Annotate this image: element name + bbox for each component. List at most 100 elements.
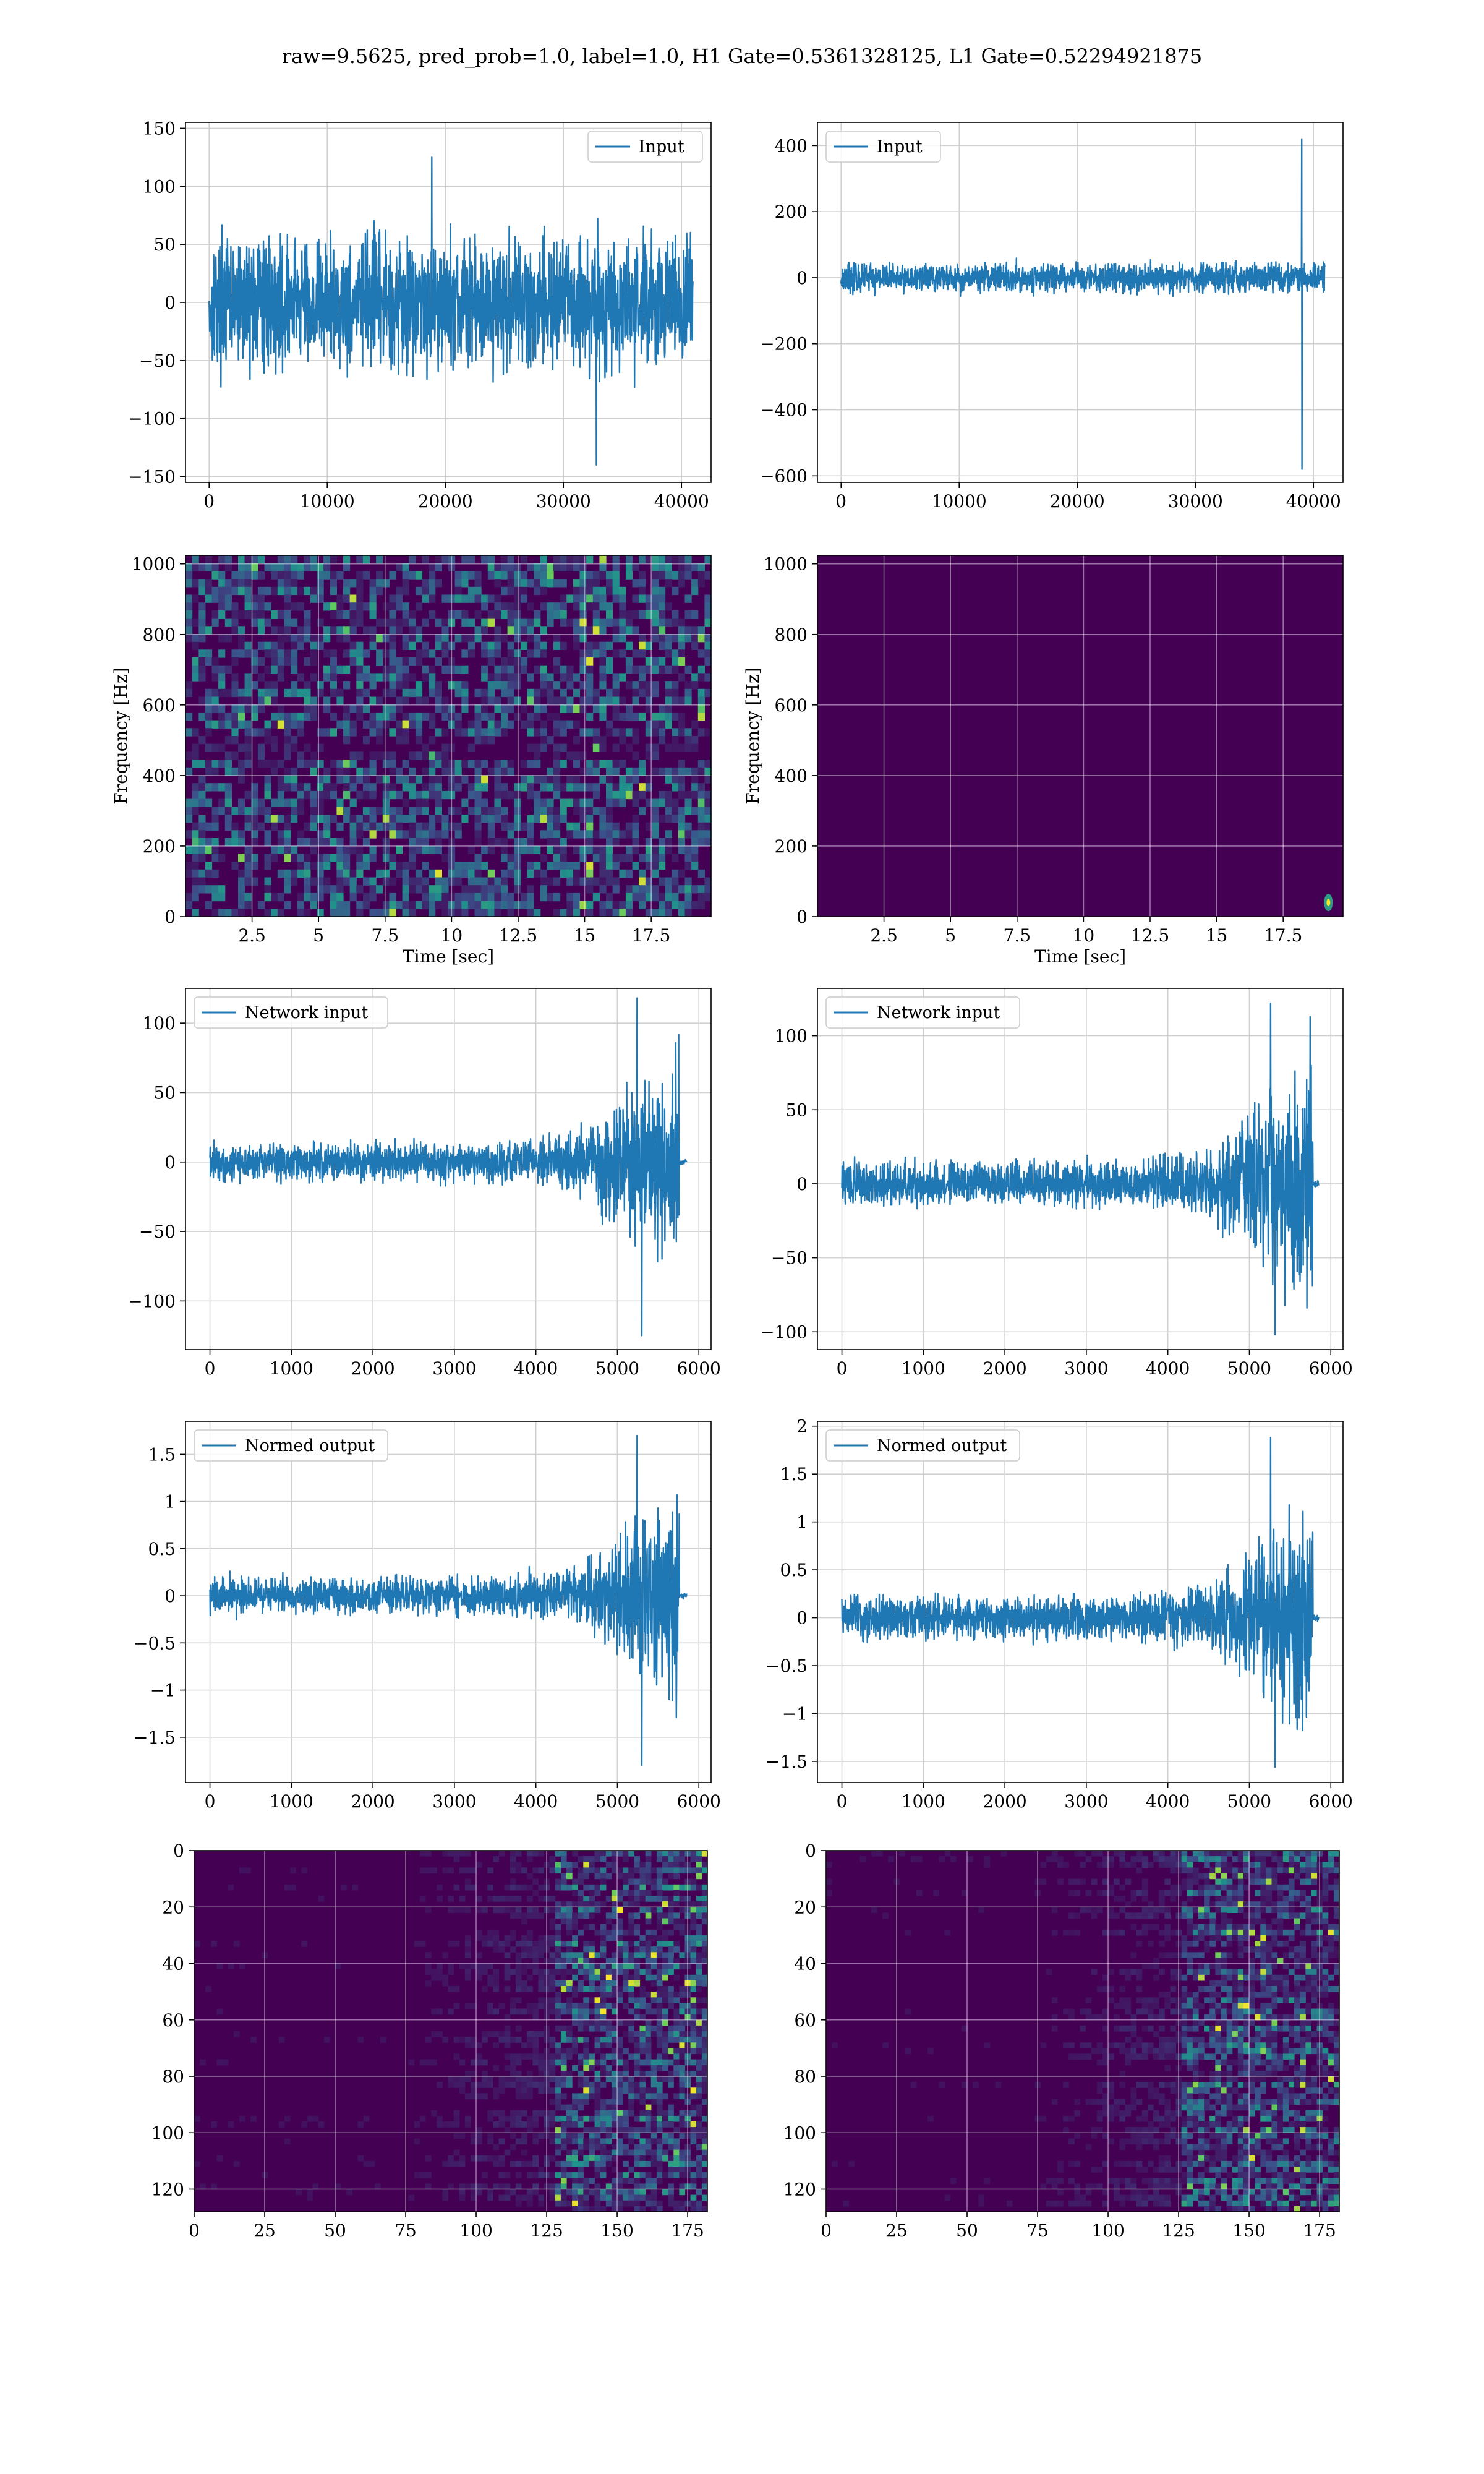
- heatmap-cell: [198, 885, 206, 894]
- heatmap-cell: [628, 2194, 634, 2201]
- heatmap-cell: [704, 649, 711, 658]
- heatmap-cell: [198, 649, 206, 658]
- heatmap-cell: [659, 641, 666, 650]
- heatmap-cell: [628, 2178, 634, 2184]
- heatmap-cell: [599, 696, 607, 705]
- x-tick-label: 0: [837, 1791, 848, 1812]
- heatmap-cell: [628, 1924, 634, 1930]
- heatmap-cell: [211, 665, 219, 674]
- heatmap-cell: [652, 563, 659, 571]
- heatmap-cell: [690, 1907, 697, 1913]
- heatmap-cell: [310, 838, 318, 847]
- heatmap-cell: [672, 657, 679, 666]
- heatmap-cell: [645, 845, 652, 854]
- heatmap-cell: [515, 2093, 522, 2100]
- heatmap-cell: [481, 885, 488, 894]
- x-tick-label: 2.5: [238, 925, 266, 946]
- heatmap-cell: [599, 594, 607, 603]
- heatmap-cell: [701, 2031, 707, 2037]
- heatmap-cell: [578, 2014, 584, 2021]
- heatmap-cell: [1204, 1907, 1210, 1913]
- heatmap-cell: [612, 704, 620, 713]
- heatmap-cell: [297, 688, 304, 698]
- heatmap-cell: [1249, 1958, 1255, 1964]
- heatmap-cell: [572, 1912, 578, 1919]
- heatmap-cell: [672, 610, 679, 619]
- heatmap-cell: [211, 1941, 218, 1947]
- heatmap-cell: [583, 2155, 589, 2162]
- heatmap-cell: [476, 2042, 482, 2048]
- heatmap-cell: [623, 2144, 629, 2151]
- heatmap-cell: [317, 760, 324, 768]
- heatmap-cell: [553, 909, 561, 917]
- heatmap-cell: [310, 798, 318, 807]
- heatmap-cell: [459, 2183, 466, 2190]
- heatmap-cell: [396, 563, 403, 571]
- heatmap-cell: [470, 2189, 477, 2196]
- heatmap-cell: [1333, 1867, 1339, 1874]
- heatmap-cell: [634, 1862, 641, 1868]
- heatmap-cell: [560, 688, 567, 698]
- heatmap-cell: [1316, 1952, 1323, 1958]
- heatmap-cell: [578, 2144, 584, 2151]
- heatmap-cell: [330, 610, 337, 619]
- heatmap-cell: [501, 877, 508, 886]
- heatmap-cell: [1316, 1867, 1323, 1874]
- heatmap-cell: [668, 1929, 674, 1936]
- heatmap-cell: [1175, 1856, 1182, 1862]
- heatmap-cell: [239, 2115, 245, 2122]
- heatmap-cell: [224, 594, 232, 603]
- heatmap-cell: [389, 807, 396, 815]
- heatmap-cell: [310, 555, 318, 564]
- heatmap-cell: [555, 2087, 561, 2094]
- heatmap-cell: [323, 728, 331, 737]
- heatmap-cell: [1187, 1929, 1193, 1936]
- heatmap-cell: [310, 657, 318, 666]
- legend: Normed output: [194, 1429, 388, 1462]
- heatmap-cell: [697, 760, 705, 768]
- heatmap-cell: [678, 775, 686, 784]
- heatmap-cell: [583, 1974, 589, 1981]
- heatmap-cell: [1147, 1907, 1154, 1913]
- heatmap-cell: [476, 1952, 482, 1958]
- heatmap-cell: [645, 1862, 652, 1868]
- heatmap-cell: [617, 2127, 623, 2133]
- x-tick-label: 3000: [1064, 1791, 1108, 1812]
- heatmap-cell: [238, 743, 245, 752]
- heatmap-cell: [701, 1935, 707, 1941]
- heatmap-cell: [304, 657, 311, 666]
- heatmap-cell: [560, 696, 567, 705]
- heatmap-cell: [899, 1851, 906, 1857]
- heatmap-cell: [244, 892, 252, 902]
- heatmap-cell: [645, 838, 652, 847]
- heatmap-cell: [514, 579, 521, 588]
- heatmap-cell: [470, 1963, 477, 1970]
- heatmap-cell: [697, 688, 705, 698]
- heatmap-cell: [356, 704, 364, 713]
- y-tick-label: 0: [173, 1841, 184, 1861]
- heatmap-cell: [238, 830, 245, 839]
- heatmap-cell: [482, 1969, 488, 1975]
- heatmap-cell: [645, 2003, 652, 2010]
- heatmap-cell: [659, 815, 666, 823]
- heatmap-cell: [1114, 1896, 1120, 1902]
- heatmap-cell: [538, 2172, 545, 2178]
- heatmap-cell: [415, 571, 423, 580]
- heatmap-cell: [507, 688, 514, 698]
- heatmap-cell: [515, 1941, 522, 1947]
- heatmap-cell: [343, 594, 351, 603]
- heatmap-cell: [589, 1856, 595, 1862]
- heatmap-cell: [619, 901, 626, 909]
- heatmap-cell: [619, 594, 626, 603]
- heatmap-cell: [501, 673, 508, 682]
- heatmap-cell: [501, 869, 508, 878]
- heatmap-cell: [211, 845, 219, 854]
- heatmap-cell: [192, 877, 199, 886]
- heatmap-cell: [291, 665, 298, 674]
- heatmap-cell: [611, 2093, 618, 2100]
- heatmap-cell: [639, 1907, 646, 1913]
- heatmap-cell: [606, 618, 613, 627]
- heatmap-cell: [218, 594, 226, 603]
- heatmap-cell: [578, 1867, 584, 1874]
